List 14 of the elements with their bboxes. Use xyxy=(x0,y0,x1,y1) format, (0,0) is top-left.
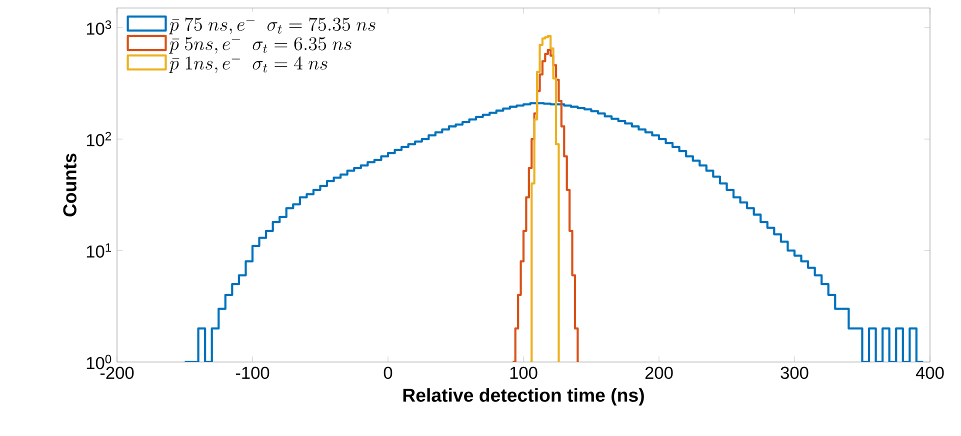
x-tick-label: -100 xyxy=(236,366,270,379)
legend-label: $\bar{p}\ 75\ ns, e^{-}\ \ \sigma_t = 75.35\ ns$ xyxy=(168,18,376,34)
y-tick-label: 10$^{2}$ xyxy=(86,132,112,146)
x-tick-label: 0 xyxy=(384,366,392,379)
legend-label: $\bar{p}\ 1ns, e^{-}\ \ \sigma_t = 4\ ns$ xyxy=(168,56,328,74)
x-tick-label: 200 xyxy=(645,366,673,379)
x-tick-label: 100 xyxy=(510,366,538,379)
x-tick-label: 400 xyxy=(916,366,944,379)
y-tick-label: 10$^{3}$ xyxy=(86,20,112,35)
y-tick-label: 10$^{1}$ xyxy=(86,243,112,258)
legend-label: $\bar{p}\ 5ns, e^{-}\ \ \sigma_t = 6.35\ ns$ xyxy=(168,37,352,54)
x-axis-title: Relative detection time (ns) xyxy=(403,388,644,406)
y-axis-title: Counts xyxy=(63,154,76,216)
x-tick-label: 300 xyxy=(780,366,808,379)
